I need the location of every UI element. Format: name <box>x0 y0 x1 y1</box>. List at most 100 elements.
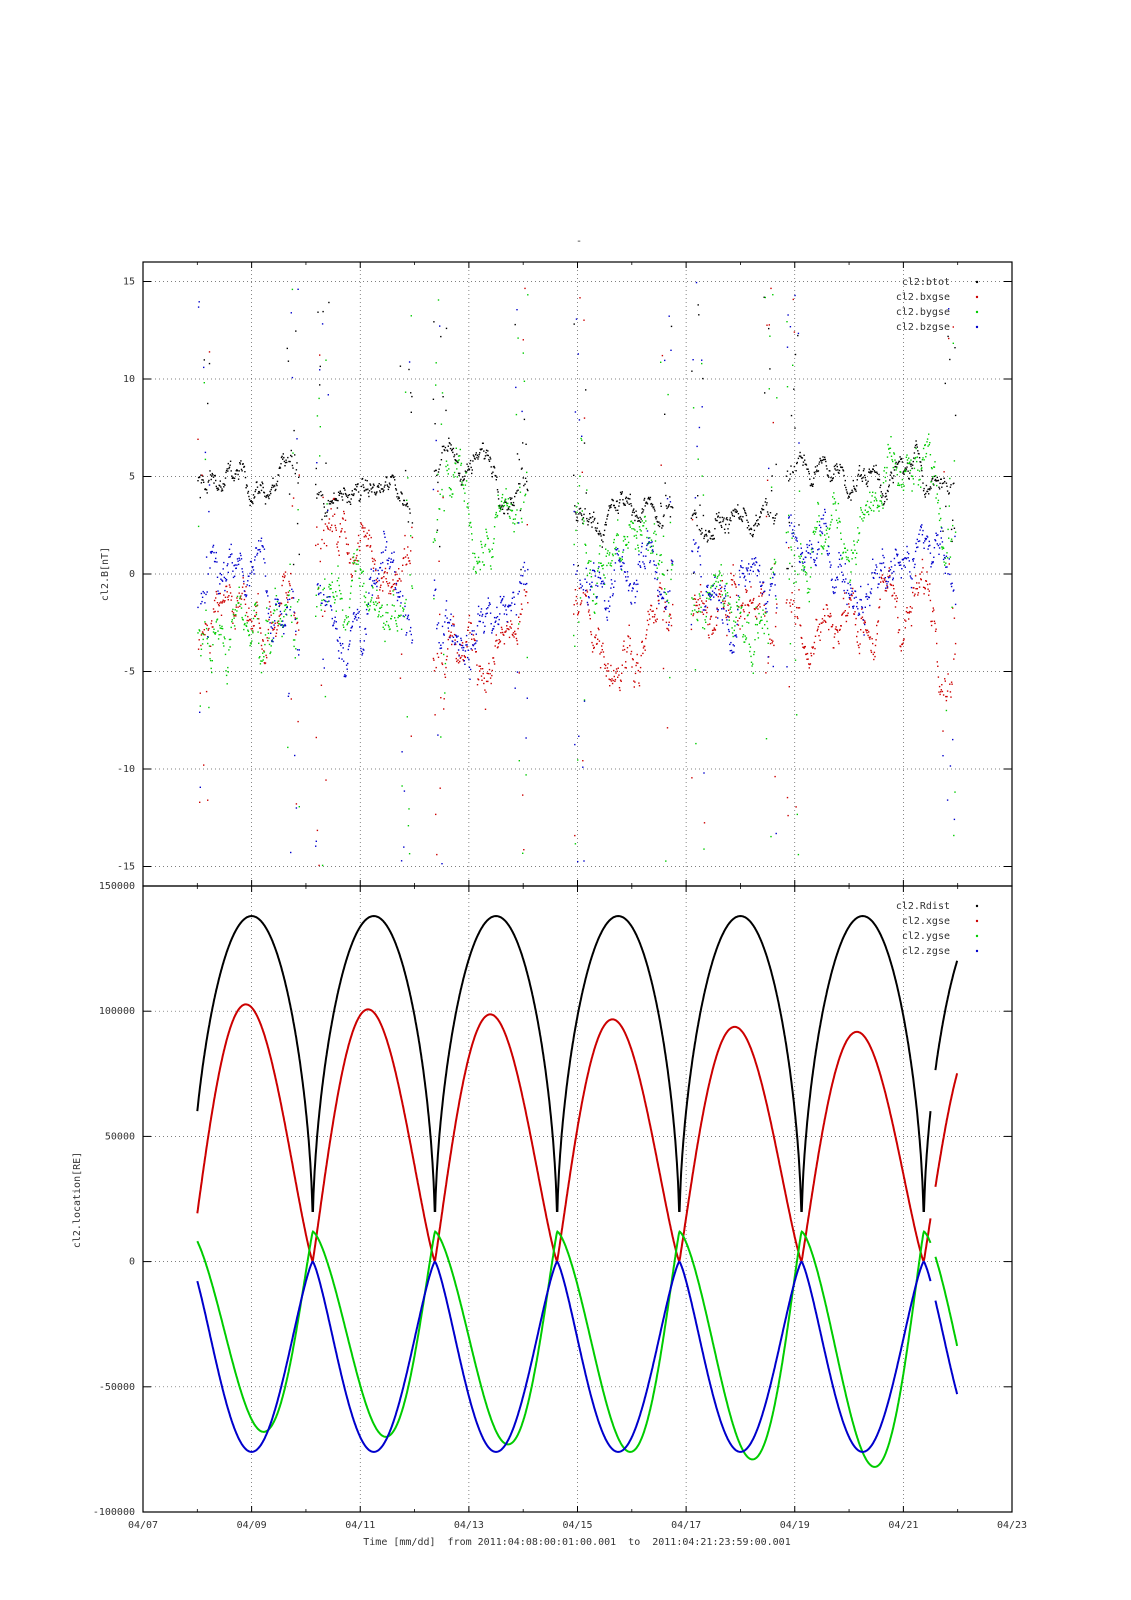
b-field-point <box>946 490 949 492</box>
b-field-point <box>637 547 639 549</box>
b-field-point <box>400 580 402 582</box>
b-field-point <box>403 616 406 618</box>
location-y-tick-label: 0 <box>129 1257 135 1268</box>
b-field-point <box>633 582 635 584</box>
b-field-point <box>260 644 263 647</box>
b-field-point <box>461 483 463 485</box>
b-field-point <box>239 552 241 555</box>
b-field-point <box>363 486 365 489</box>
b-field-point <box>296 522 299 525</box>
b-field-point <box>393 605 395 607</box>
b-field-point <box>297 288 299 290</box>
b-field-point <box>592 644 594 647</box>
b-field-point <box>852 552 854 554</box>
b-field-point <box>233 477 236 479</box>
b-field-point <box>946 566 948 568</box>
b-field-point <box>583 513 585 516</box>
b-field-point <box>262 486 264 489</box>
b-field-point <box>873 651 876 654</box>
b-field-point <box>804 566 806 568</box>
b-field-point <box>581 518 583 521</box>
b-field-point <box>663 574 665 576</box>
b-field-point <box>489 612 492 614</box>
b-field-point <box>523 418 526 421</box>
b-field-point <box>899 561 901 563</box>
b-field-point <box>913 566 916 569</box>
b-field-point <box>363 649 365 651</box>
b-field-point <box>748 563 750 565</box>
b-field-point <box>396 492 399 495</box>
b-field-point <box>641 508 643 510</box>
b-field-point <box>342 624 344 626</box>
b-field-point <box>594 575 597 577</box>
b-field-point <box>268 618 270 621</box>
b-field-point <box>249 644 251 647</box>
b-field-point <box>829 480 832 483</box>
b-field-point <box>669 501 672 503</box>
b-field-point <box>625 667 627 669</box>
b-field-y-tick-label: -15 <box>117 862 135 873</box>
b-field-point <box>882 504 885 506</box>
b-field-point <box>334 599 336 601</box>
b-field-point <box>263 558 265 560</box>
b-field-point <box>741 606 743 608</box>
b-field-point <box>831 479 833 482</box>
b-field-point <box>848 603 850 605</box>
b-field-point <box>661 561 663 563</box>
b-field-point <box>453 633 456 636</box>
b-field-point <box>893 453 896 455</box>
b-field-point <box>733 651 735 653</box>
b-field-point <box>802 646 805 648</box>
b-field-point <box>320 494 323 497</box>
b-field-point <box>319 354 321 356</box>
b-field-point <box>822 456 824 458</box>
b-field-point <box>336 546 339 548</box>
b-field-point <box>240 460 242 462</box>
b-field-legend-marker <box>975 310 979 314</box>
b-field-point <box>901 643 904 646</box>
b-field-point <box>198 301 200 303</box>
b-field-point <box>657 595 660 598</box>
b-field-point <box>497 646 499 648</box>
b-field-point <box>396 599 399 602</box>
b-field-point <box>491 548 493 550</box>
b-field-point <box>791 532 793 535</box>
b-field-point <box>365 535 367 538</box>
b-field-point <box>437 471 440 473</box>
b-field-point <box>243 580 245 583</box>
b-field-point <box>698 314 700 316</box>
b-field-point <box>264 503 267 505</box>
b-field-point <box>361 525 364 527</box>
b-field-point <box>900 484 902 486</box>
b-field-point <box>711 633 713 635</box>
b-field-point <box>694 513 697 515</box>
b-field-point <box>615 509 617 512</box>
b-field-point <box>752 563 754 566</box>
b-field-point <box>748 573 750 575</box>
b-field-point <box>857 608 859 610</box>
b-field-point <box>491 472 493 475</box>
b-field-point <box>404 469 407 472</box>
b-field-point <box>844 479 846 482</box>
b-field-point <box>503 643 506 645</box>
b-field-point <box>810 566 812 569</box>
b-field-point <box>490 568 492 570</box>
b-field-point <box>335 591 337 593</box>
b-field-point <box>278 467 280 469</box>
b-field-point <box>924 540 926 542</box>
b-field-point <box>901 461 904 463</box>
b-field-point <box>351 575 353 577</box>
b-field-point <box>656 607 658 610</box>
b-field-point <box>622 649 624 651</box>
b-field-point <box>584 543 586 545</box>
b-field-point <box>512 634 514 637</box>
b-field-point <box>575 506 578 508</box>
b-field-point <box>812 485 814 487</box>
b-field-point <box>381 577 383 579</box>
b-field-point <box>725 616 727 619</box>
b-field-point <box>895 595 897 597</box>
b-field-point <box>705 609 707 611</box>
b-field-point <box>275 488 277 491</box>
b-field-point <box>375 582 378 584</box>
b-field-point <box>893 588 895 590</box>
